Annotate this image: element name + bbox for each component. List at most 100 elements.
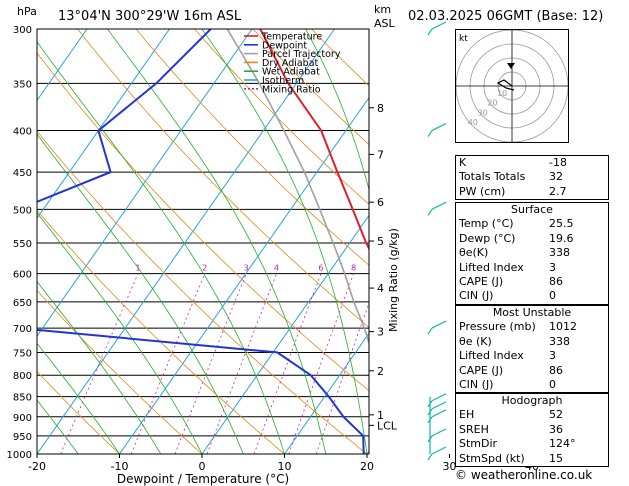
legend-label: Wet Adiabat — [262, 67, 320, 78]
isotherm-line — [37, 29, 335, 454]
pressure-tick-label: 900 — [13, 413, 32, 424]
x-tick-label: -10 — [111, 460, 129, 473]
pressure-tick-label: 550 — [13, 239, 32, 250]
table-row: PW (cm) 2.7 — [456, 185, 608, 199]
km-tick-label: 6 — [377, 196, 384, 209]
km-tick-label: 4 — [377, 282, 384, 295]
wind-barb — [427, 428, 447, 443]
table-key: Lifted Index — [459, 349, 524, 363]
isotherm-line — [0, 29, 5, 454]
table-value: 36 — [549, 422, 563, 436]
table-value: 19.6 — [549, 231, 574, 245]
dry-adiabat-line — [77, 29, 369, 328]
most-unstable-table: Most Unstable Pressure (mb) 1012 θe (K) 338… — [455, 305, 609, 394]
hodograph-ring-label: 20 — [487, 99, 497, 108]
pressure-tick-label: 1000 — [7, 450, 32, 461]
table-key: StmDir — [459, 437, 498, 451]
table-key: CAPE (J) — [459, 363, 504, 377]
mixing-ratio-label: 2 — [202, 264, 207, 273]
datetime-label: 02.03.2025 06GMT (Base: 12) — [408, 9, 603, 24]
table-value: 3 — [549, 260, 556, 274]
mixing-ratio-label: 1 — [135, 264, 140, 273]
surface-title: Surface — [511, 203, 553, 216]
km-unit-label: km — [374, 3, 391, 16]
hodograph-panel: kt 10 20 30 40 — [455, 29, 569, 143]
table-key: θe (K) — [459, 334, 492, 348]
wet-adiabat-line — [37, 342, 120, 454]
x-tick-label: -20 — [28, 460, 46, 473]
mixing-ratio-label: 10 — [374, 264, 384, 273]
wet-adiabat-line — [107, 29, 327, 454]
table-row: CIN (J) 0 — [456, 289, 608, 303]
x-tick-label: 30 — [443, 460, 457, 473]
dry-adiabat-line — [37, 209, 285, 454]
isotherm-line — [201, 214, 369, 454]
pressure-tick-label: 950 — [13, 432, 32, 443]
legend-label: Isotherm — [262, 76, 304, 87]
wet-adiabat-line — [201, 29, 368, 454]
table-row: SREH 36 — [456, 423, 608, 437]
pressure-tick-label: 800 — [13, 371, 32, 382]
km-tick-label: LCL — [377, 419, 398, 432]
pressure-tick-label: 300 — [13, 25, 32, 36]
y-axis-title-right: Mixing Ratio (g/kg) — [387, 228, 400, 332]
table-key: CIN (J) — [459, 377, 494, 391]
legend-label: Parcel Trajectory — [262, 49, 341, 60]
mixing-ratio-line — [253, 273, 322, 454]
mixing-ratio-line — [174, 273, 247, 454]
table-key: K — [459, 156, 467, 169]
mixing-ratio-label: 6 — [318, 264, 323, 273]
copyright-text: © weatheronline.co.uk — [455, 468, 593, 482]
table-value: 0 — [549, 377, 556, 391]
km-tick-label: 2 — [377, 365, 384, 378]
hodograph-ring-label: 30 — [478, 108, 488, 117]
wind-barb — [427, 320, 447, 335]
km-tick-label: 3 — [377, 326, 384, 339]
pressure-tick-label: 600 — [13, 270, 32, 281]
table-value: 124° — [549, 437, 576, 451]
table-key: CIN (J) — [459, 289, 494, 303]
dry-adiabat-line — [194, 29, 369, 205]
wind-barb — [427, 201, 447, 216]
wet-adiabat-line — [305, 29, 369, 192]
km-tick-label: 8 — [377, 102, 384, 115]
wind-barb — [427, 21, 447, 36]
wet-adiabat-line — [37, 399, 79, 454]
most-unstable-title: Most Unstable — [492, 306, 572, 319]
table-value: 86 — [549, 363, 563, 377]
table-row: θe (K) 338 — [456, 335, 608, 349]
legend-label: Dry Adiabat — [262, 58, 319, 69]
table-value: 338 — [549, 334, 570, 348]
dry-adiabat-line — [135, 29, 369, 266]
mixing-ratio-label: 4 — [274, 264, 279, 273]
table-row: K -18 — [456, 156, 608, 170]
table-key: Dewp (°C) — [459, 231, 516, 245]
table-row: CAPE (J) 86 — [456, 275, 608, 289]
mixing-ratio-label: 16 — [431, 264, 441, 273]
hodograph-stats-table: Hodograph EH 52 SREH 36 StmDir 124° StmSpd (kt… — [455, 393, 609, 467]
pressure-tick-label: 450 — [13, 168, 32, 179]
mixing-ratio-label: 8 — [351, 264, 356, 273]
indices-table: K -18 Totals Totals 32 PW (cm) 2.7 — [455, 155, 609, 201]
table-value: 32 — [549, 170, 563, 184]
x-tick-label: 0 — [199, 460, 206, 473]
table-row: Temp (°C) 25.5 — [456, 217, 608, 231]
x-axis-title: Dewpoint / Temperature (°C) — [117, 472, 289, 486]
table-row: StmSpd (kt) 15 — [456, 452, 608, 466]
pressure-tick-label: 400 — [13, 127, 32, 138]
legend-label: Mixing Ratio — [262, 84, 321, 95]
table-value: 25.5 — [549, 217, 574, 231]
hodograph-ring-label: 10 — [497, 89, 507, 98]
table-value: 0 — [549, 289, 556, 303]
table-key: θe(K) — [459, 246, 489, 260]
table-key: Temp (°C) — [459, 217, 514, 231]
table-value: 1012 — [549, 320, 577, 334]
x-tick-label: 10 — [278, 460, 292, 473]
pressure-tick-label: 350 — [13, 79, 32, 90]
hodograph-trace — [496, 79, 515, 91]
wind-barb — [427, 401, 447, 416]
wet-adiabat-line — [405, 29, 450, 454]
wet-adiabat-line — [37, 280, 162, 454]
